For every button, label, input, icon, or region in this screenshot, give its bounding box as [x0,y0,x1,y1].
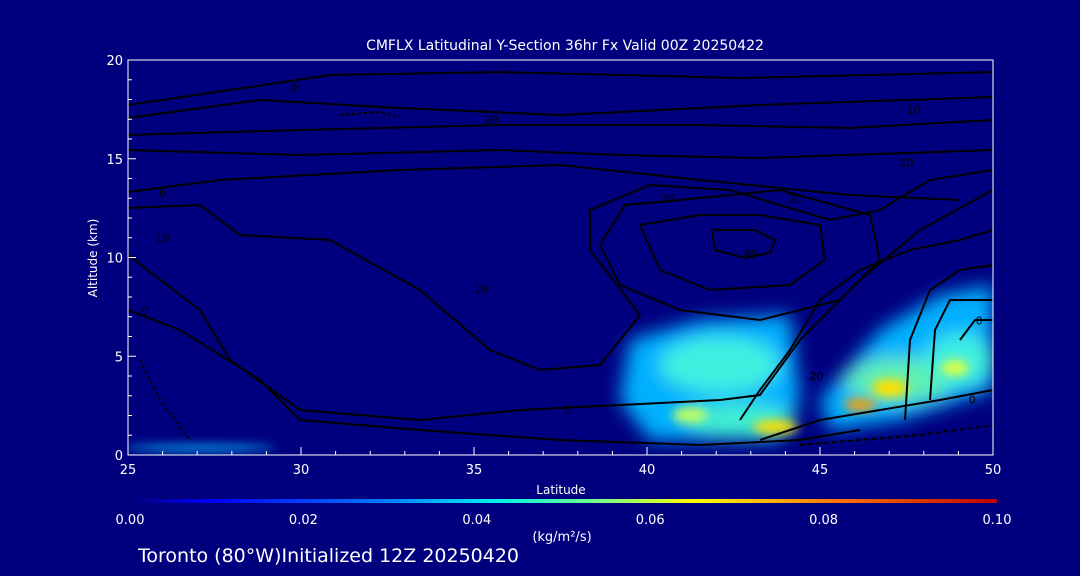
colorbar-tick-label: 0.08 [809,513,838,528]
y-tick-label: 0 [115,449,123,464]
contour-label: 0 [159,186,166,199]
x-tick-label: 50 [985,463,1002,478]
contour-label: 0 [291,82,298,95]
flux-field [128,285,993,451]
contour-label: 20 [900,157,914,170]
contour-label: 0 [976,315,983,328]
contour-label: 20 [484,113,498,126]
contour-label: 10 [906,103,920,116]
contour-label: 20 [789,192,803,205]
colorbar-tick-label: 0.02 [289,513,318,528]
x-tick-label: 25 [120,463,137,478]
y-tick-label: 10 [106,252,123,267]
colorbar-tick-label: 0.06 [636,513,665,528]
footer-text: Toronto (80°W)Initialized 12Z 20250420 [137,545,519,567]
y-tick-label: 15 [106,153,123,168]
contour-label: 0 [142,305,149,318]
axes: 25 30 35 40 45 50 0 5 10 15 20 [106,54,1001,478]
y-axis-label: Altitude (km) [86,219,100,298]
contour-label: 10 [474,283,488,296]
x-tick-label: 30 [293,463,310,478]
y-tick-label: 20 [106,54,123,69]
contour-label: 30 [661,192,675,205]
colorbar-tick-label: 0.00 [116,513,145,528]
contour-labels: 0 20 10 20 20 30 40 0 10 0 10 0 20 0 0 [142,82,983,417]
colorbar-tick-label: 0.10 [983,513,1012,528]
y-tick-label: 5 [115,350,123,365]
contour-label: 0 [564,404,571,417]
contour-label: 10 [156,232,170,245]
colorbar-label: (kg/m²/s) [532,530,591,545]
x-tick-label: 40 [639,463,656,478]
colorbar-ticks: 0.00 0.02 0.04 0.06 0.08 0.10 [116,513,1012,528]
contour-label: 40 [744,248,758,261]
contour-label: 20 [810,370,824,383]
colorbar-tick-label: 0.04 [462,513,491,528]
colorbar [130,499,997,503]
x-tick-label: 35 [466,463,483,478]
contours [128,70,993,447]
x-tick-label: 45 [812,463,829,478]
contour-label: 0 [969,394,976,407]
chart-title: CMFLX Latitudinal Y-Section 36hr Fx Vali… [366,38,764,54]
x-axis-label: Latitude [536,483,585,497]
